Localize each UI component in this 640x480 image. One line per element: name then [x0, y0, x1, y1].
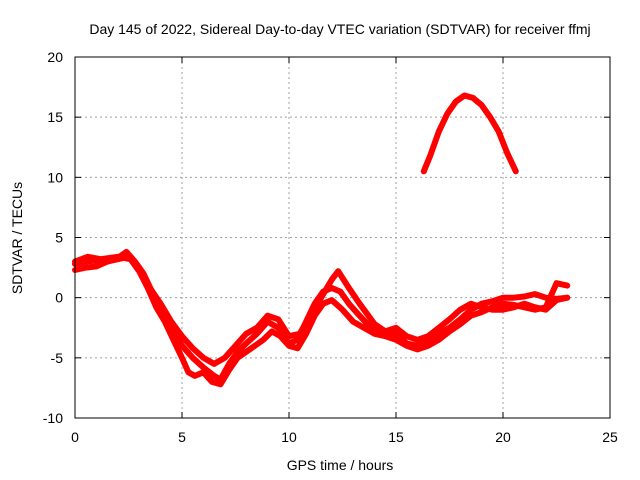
y-tick-label: 10 [47, 169, 63, 185]
y-tick-label: -10 [43, 410, 63, 426]
x-tick-label: 10 [281, 429, 297, 445]
y-tick-label: 20 [47, 49, 63, 65]
x-tick-label: 5 [178, 429, 186, 445]
axis-ticks: 0 5 10 15 20 25 -10 -5 0 5 10 15 20 [43, 49, 618, 445]
x-tick-label: 0 [71, 429, 79, 445]
y-tick-label: 5 [55, 230, 63, 246]
series-line-track-4 [420, 92, 519, 175]
plot-data [72, 92, 571, 388]
y-axis-label: SDTVAR / TECUs [9, 182, 25, 294]
x-tick-label: 15 [388, 429, 404, 445]
y-tick-label: -5 [51, 350, 64, 366]
y-tick-label: 15 [47, 109, 63, 125]
x-tick-label: 25 [602, 429, 618, 445]
series-line-track-3 [72, 253, 571, 388]
chart-title: Day 145 of 2022, Sidereal Day-to-day VTE… [89, 21, 590, 37]
x-axis-label: GPS time / hours [287, 457, 394, 473]
y-tick-label: 0 [55, 290, 63, 306]
x-tick-label: 20 [495, 429, 511, 445]
